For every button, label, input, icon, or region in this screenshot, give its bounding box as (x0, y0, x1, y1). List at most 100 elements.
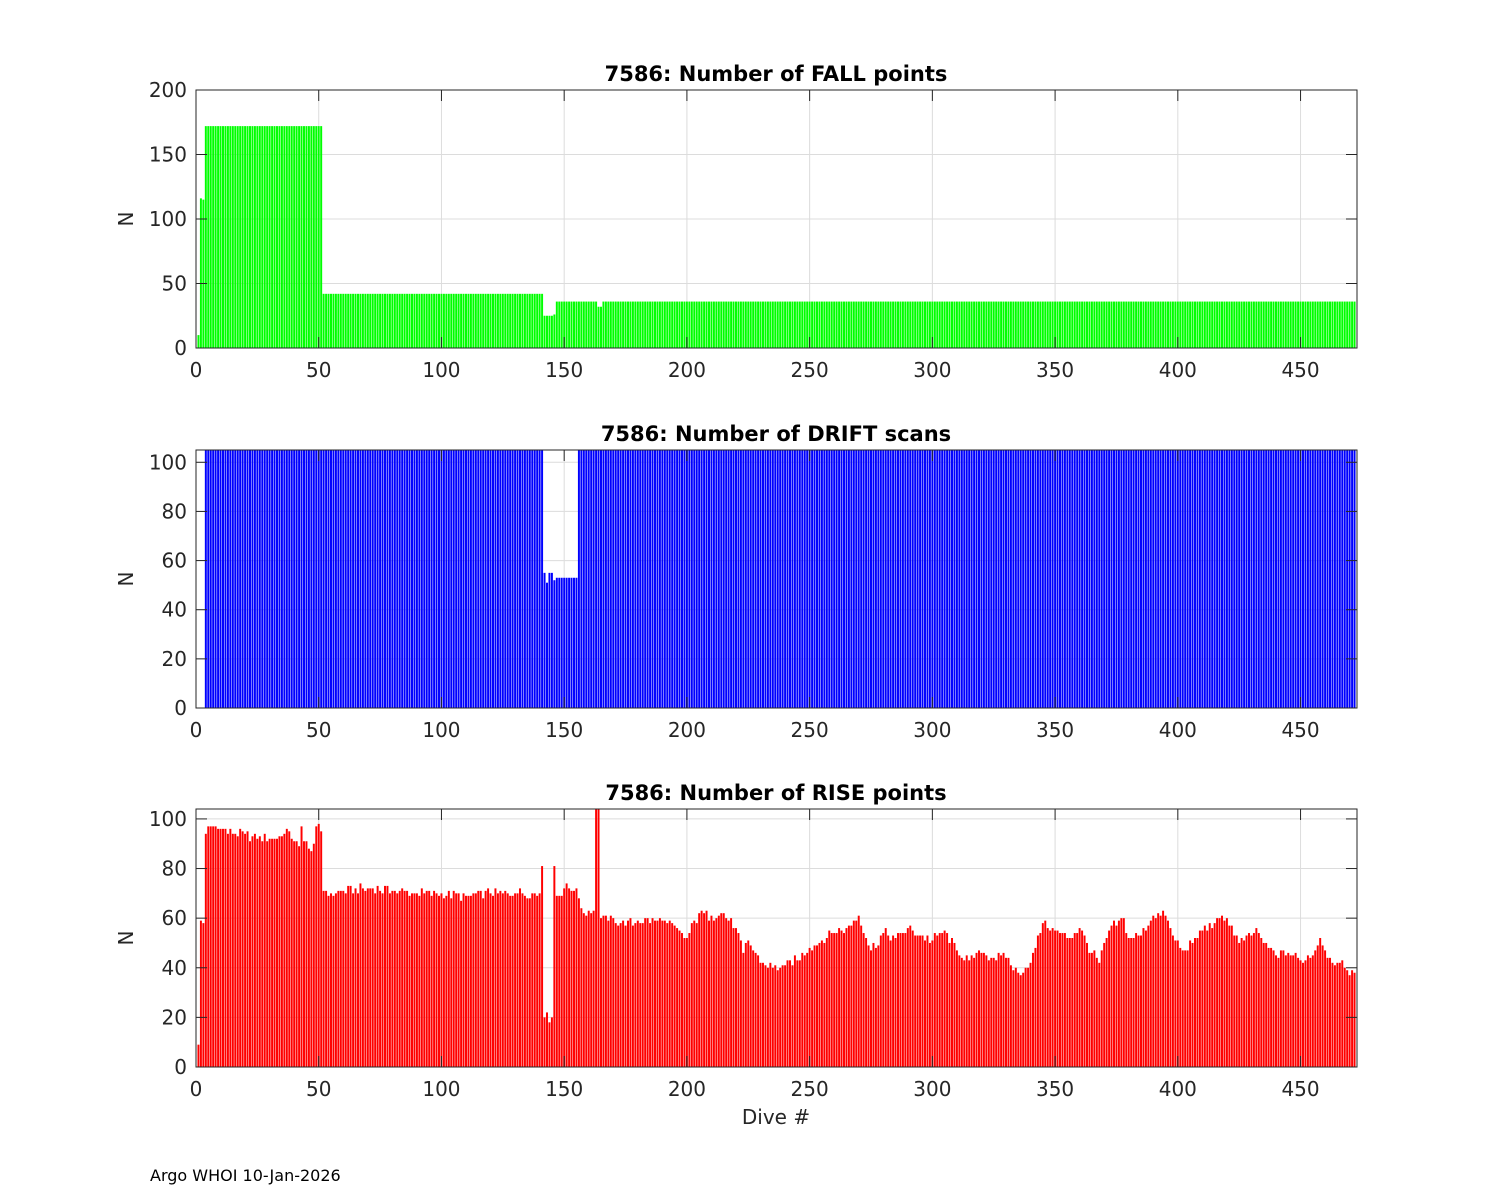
bar (489, 293, 492, 348)
bar (469, 450, 472, 708)
bar (941, 450, 944, 708)
bar (916, 301, 919, 348)
bar (376, 293, 379, 348)
x-tick-label: 100 (422, 1077, 460, 1101)
bar (565, 301, 568, 348)
bar (541, 866, 544, 1067)
y-tick-label: 150 (149, 143, 187, 167)
bar (482, 293, 485, 348)
bar (514, 293, 517, 348)
bar (1019, 450, 1022, 708)
bar (1243, 940, 1246, 1067)
bar (779, 450, 782, 708)
bar (1007, 957, 1010, 1067)
bar (209, 126, 212, 349)
footer-credit: Argo WHOI 10-Jan-2026 (150, 1166, 341, 1185)
bar (595, 809, 598, 1067)
bar (1086, 450, 1088, 708)
bar (690, 450, 693, 708)
bar (1061, 450, 1064, 708)
bar (735, 928, 737, 1067)
x-tick-label: 350 (1036, 358, 1074, 382)
bar (938, 301, 941, 348)
bar (813, 301, 816, 348)
bar (369, 888, 372, 1067)
bar (1250, 450, 1253, 708)
bar (477, 450, 480, 708)
bar (428, 450, 431, 708)
bar (1098, 301, 1101, 348)
bar (877, 450, 880, 708)
bar (646, 918, 649, 1067)
bar (1324, 301, 1327, 348)
bar (793, 955, 796, 1067)
bar (651, 301, 654, 348)
bar (892, 301, 895, 348)
bar (1122, 450, 1125, 708)
bar (244, 833, 247, 1067)
bar (649, 301, 652, 348)
bar (771, 450, 774, 708)
bar (452, 890, 455, 1067)
bar (379, 450, 382, 708)
bar (639, 301, 642, 348)
bar (1235, 301, 1238, 348)
bar (1103, 942, 1106, 1067)
bar (1115, 450, 1118, 708)
bar (965, 450, 968, 708)
bar (1103, 301, 1106, 348)
bar (951, 301, 953, 348)
panel-fall: 0 50 100 150 200 250 300 350 400 450050100150200 … (114, 62, 1358, 382)
bar (1147, 301, 1150, 348)
bar (965, 301, 968, 348)
bar (332, 450, 335, 708)
bar (474, 450, 477, 708)
bar (293, 450, 296, 708)
bar (784, 301, 787, 348)
tick-marks: 0 50 100 150 200 250 300 350 400 450 0 50 100 150 200 (149, 78, 1357, 382)
y-tick-label: 0 (174, 696, 187, 720)
x-tick-label: 100 (422, 718, 460, 742)
bar (872, 450, 875, 708)
bar (1179, 301, 1182, 348)
bar (1198, 301, 1201, 348)
bar (342, 890, 345, 1067)
bar (1198, 450, 1201, 708)
bar (538, 893, 541, 1067)
bar (1326, 957, 1329, 1067)
bar (720, 301, 723, 348)
bar (911, 930, 914, 1067)
bar (239, 828, 242, 1067)
bar (199, 920, 202, 1067)
bar (465, 293, 467, 348)
bar (612, 450, 615, 708)
bar (813, 450, 816, 708)
bar (214, 826, 217, 1067)
bar (300, 826, 303, 1067)
bar (1279, 301, 1282, 348)
bar (509, 895, 512, 1067)
bar (1009, 450, 1012, 708)
bar (816, 450, 818, 708)
bar (354, 293, 357, 348)
bar (960, 957, 963, 1067)
bar (911, 450, 914, 708)
bar (1164, 450, 1167, 708)
bar (1046, 450, 1049, 708)
bar (1073, 450, 1076, 708)
bar (1113, 450, 1115, 708)
bar (305, 841, 308, 1067)
bar (604, 450, 607, 708)
x-tick-label: 450 (1281, 1077, 1319, 1101)
bar (1213, 301, 1216, 348)
bar (889, 450, 892, 708)
bar (1012, 301, 1015, 348)
bar (1068, 450, 1071, 708)
bar (1353, 450, 1356, 708)
bar (1179, 947, 1182, 1067)
bar (865, 938, 868, 1067)
bar (749, 945, 752, 1067)
bar (941, 933, 944, 1067)
bar (472, 293, 475, 348)
bar (860, 301, 863, 348)
